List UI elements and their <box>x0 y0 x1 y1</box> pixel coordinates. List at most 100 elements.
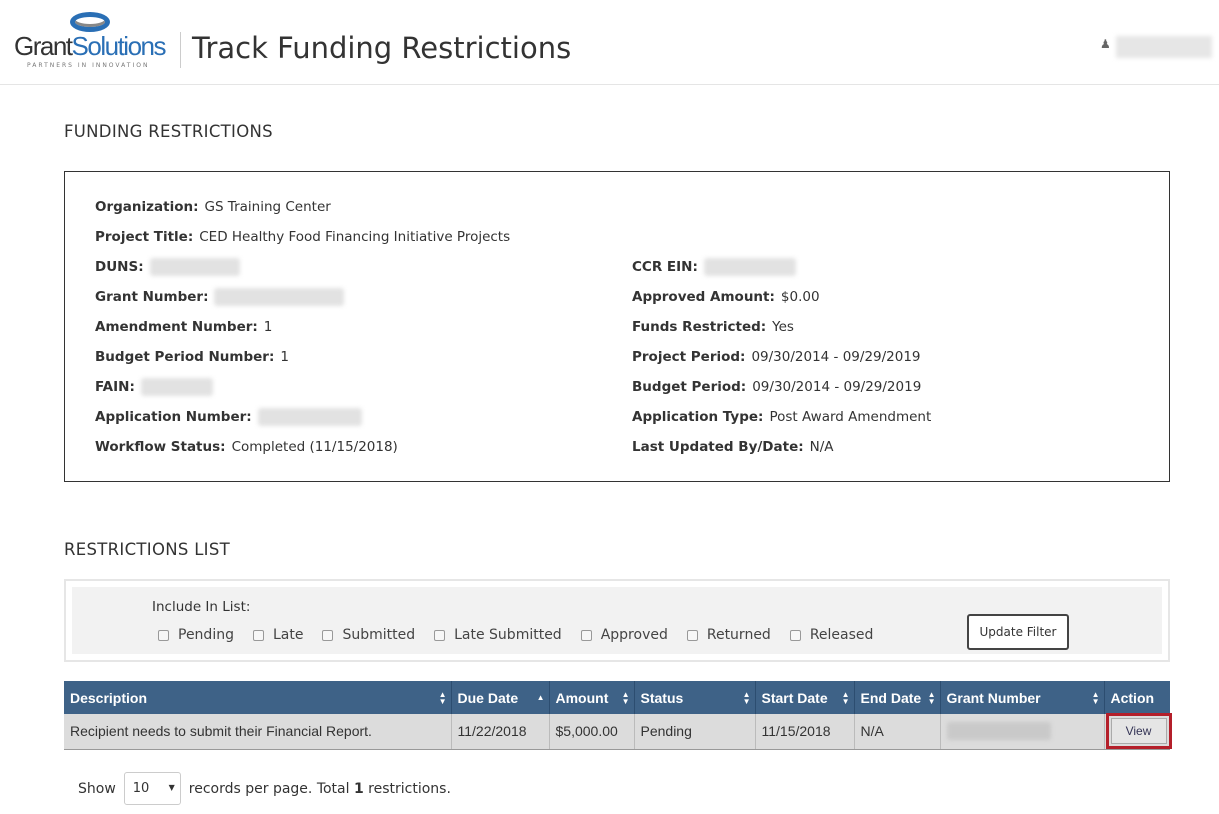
filter-checkbox-late-submitted[interactable]: Late Submitted <box>434 627 562 643</box>
info-value: Yes <box>772 319 794 335</box>
col-grant-number[interactable]: Grant Number ▲ ▼ <box>940 681 1105 714</box>
grant-info-panel: Organization: GS Training Center Project T… <box>64 171 1170 482</box>
info-value: GS Training Center <box>204 199 331 215</box>
cell-description: Recipient needs to submit their Financia… <box>64 714 452 750</box>
filter-label: Submitted <box>342 627 416 643</box>
info-value: 1 <box>280 349 289 365</box>
logo-text-accent: Solutions <box>71 31 167 61</box>
sort-icon[interactable]: ▲ ▼ <box>1091 689 1100 706</box>
info-row: Organization: GS Training Center <box>95 198 331 216</box>
sort-asc-icon[interactable]: ▲ <box>536 693 545 702</box>
user-name-redacted[interactable] <box>1116 36 1212 58</box>
info-row: Approved Amount: $0.00 <box>632 288 820 306</box>
info-label: Budget Period Number: <box>95 349 275 365</box>
info-row: Grant Number: <box>95 288 345 306</box>
info-label: Project Period: <box>632 349 746 365</box>
info-value: 09/30/2014 - 09/29/2019 <box>752 379 922 395</box>
checkbox[interactable] <box>580 629 592 641</box>
info-row: DUNS: <box>95 258 240 276</box>
cell-action: View <box>1104 713 1172 750</box>
info-label: Application Number: <box>95 409 252 425</box>
records-text: records per page. Total 1 restrictions. <box>188 780 451 797</box>
info-label: Project Title: <box>95 229 194 245</box>
info-label: Budget Period: <box>632 379 747 395</box>
filter-label: Released <box>809 627 874 643</box>
info-label: Grant Number: <box>95 289 209 305</box>
info-row: Last Updated By/Date: N/A <box>632 438 834 456</box>
logo-text: Grant <box>14 31 73 61</box>
col-end-date[interactable]: End Date ▲ ▼ <box>854 681 941 714</box>
info-label: Application Type: <box>632 409 764 425</box>
checkbox[interactable] <box>322 629 334 641</box>
info-label: DUNS: <box>95 259 144 275</box>
col-action: Action <box>1104 681 1170 714</box>
info-value: Completed (11/15/2018) <box>231 439 398 455</box>
cell-due-date: 11/22/2018 <box>451 714 550 750</box>
user-icon[interactable]: ♟ <box>1100 37 1111 51</box>
checkbox[interactable] <box>686 629 698 641</box>
filter-label: Pending <box>178 627 234 643</box>
info-row: Application Number: <box>95 408 362 426</box>
page-title: Track Funding Restrictions <box>192 31 572 65</box>
info-label: Last Updated By/Date: <box>632 439 804 455</box>
info-label: Approved Amount: <box>632 289 775 305</box>
header-divider <box>180 32 181 68</box>
info-value <box>140 378 213 396</box>
checkbox[interactable] <box>252 629 264 641</box>
sort-icon[interactable]: ▲ ▼ <box>841 689 850 706</box>
checkbox[interactable] <box>434 629 446 641</box>
info-row: Budget Period: 09/30/2014 - 09/29/2019 <box>632 378 921 396</box>
filter-checkbox-submitted[interactable]: Submitted <box>322 627 415 643</box>
show-label: Show <box>78 780 116 797</box>
info-value: N/A <box>809 439 834 455</box>
col-start-date[interactable]: Start Date ▲ ▼ <box>755 681 855 714</box>
page-size-select[interactable]: 10 ▼ <box>123 772 181 805</box>
cell-status: Pending <box>634 714 756 750</box>
cell-end-date: N/A <box>854 714 941 750</box>
info-value <box>149 258 240 276</box>
col-amount[interactable]: Amount ▲ ▼ <box>549 681 635 714</box>
sort-icon[interactable]: ▲ ▼ <box>438 689 447 706</box>
update-filter-button[interactable]: Update Filter <box>967 614 1069 650</box>
view-button[interactable]: View <box>1105 713 1172 750</box>
funding-restrictions-heading: FUNDING RESTRICTIONS <box>64 122 273 141</box>
restrictions-list-heading: RESTRICTIONS LIST <box>64 540 230 559</box>
restrictions-table: Description ▲ ▼ Due Date ▲ Amount ▲ ▼ Status ▲… <box>64 681 1172 750</box>
filter-panel: Include In List: Pending Late Submitted Lat… <box>64 579 1170 662</box>
info-value: 09/30/2014 - 09/29/2019 <box>751 349 921 365</box>
grantsolutions-logo[interactable]: GrantSolutions PARTNERS IN INNOVATION <box>14 12 170 74</box>
filter-checkbox-approved[interactable]: Approved <box>580 627 668 643</box>
filter-checkbox-pending[interactable]: Pending <box>158 627 234 643</box>
info-label: Amendment Number: <box>95 319 258 335</box>
info-value: CED Healthy Food Financing Initiative Pr… <box>199 229 511 245</box>
info-value: Post Award Amendment <box>769 409 932 425</box>
col-due-date[interactable]: Due Date ▲ <box>451 681 550 714</box>
info-row: FAIN: <box>95 378 213 396</box>
table-header-row: Description ▲ ▼ Due Date ▲ Amount ▲ ▼ Status ▲… <box>64 681 1170 714</box>
info-row: Workflow Status: Completed (11/15/2018) <box>95 438 398 456</box>
sort-icon[interactable]: ▲ ▼ <box>927 689 936 706</box>
checkbox[interactable] <box>789 629 801 641</box>
col-status[interactable]: Status ▲ ▼ <box>634 681 756 714</box>
filter-label: Late <box>272 627 304 643</box>
filter-checkbox-released[interactable]: Released <box>789 627 874 643</box>
sort-icon[interactable]: ▲ ▼ <box>742 689 751 706</box>
table-row: Recipient needs to submit their Financia… <box>64 713 1172 750</box>
cell-grant-number <box>940 714 1105 750</box>
filter-label: Returned <box>706 627 771 643</box>
pagination-info: Show 10 ▼ records per page. Total 1 restr… <box>78 772 451 805</box>
info-value <box>257 408 362 426</box>
checkbox[interactable] <box>158 629 169 641</box>
info-row: Budget Period Number: 1 <box>95 348 289 366</box>
info-label: FAIN: <box>95 379 135 395</box>
filter-checkbox-late[interactable]: Late <box>252 627 304 643</box>
filter-label: Approved <box>600 627 668 643</box>
cell-start-date: 11/15/2018 <box>755 714 855 750</box>
app-header: GrantSolutions PARTNERS IN INNOVATION Tr… <box>0 0 1219 85</box>
info-row: Project Period: 09/30/2014 - 09/29/2019 <box>632 348 921 366</box>
filter-checkbox-returned[interactable]: Returned <box>686 627 771 643</box>
col-description[interactable]: Description ▲ ▼ <box>64 681 452 714</box>
sort-icon[interactable]: ▲ ▼ <box>621 689 630 706</box>
info-value: 1 <box>263 319 273 335</box>
logo-swoosh-icon <box>70 12 110 32</box>
